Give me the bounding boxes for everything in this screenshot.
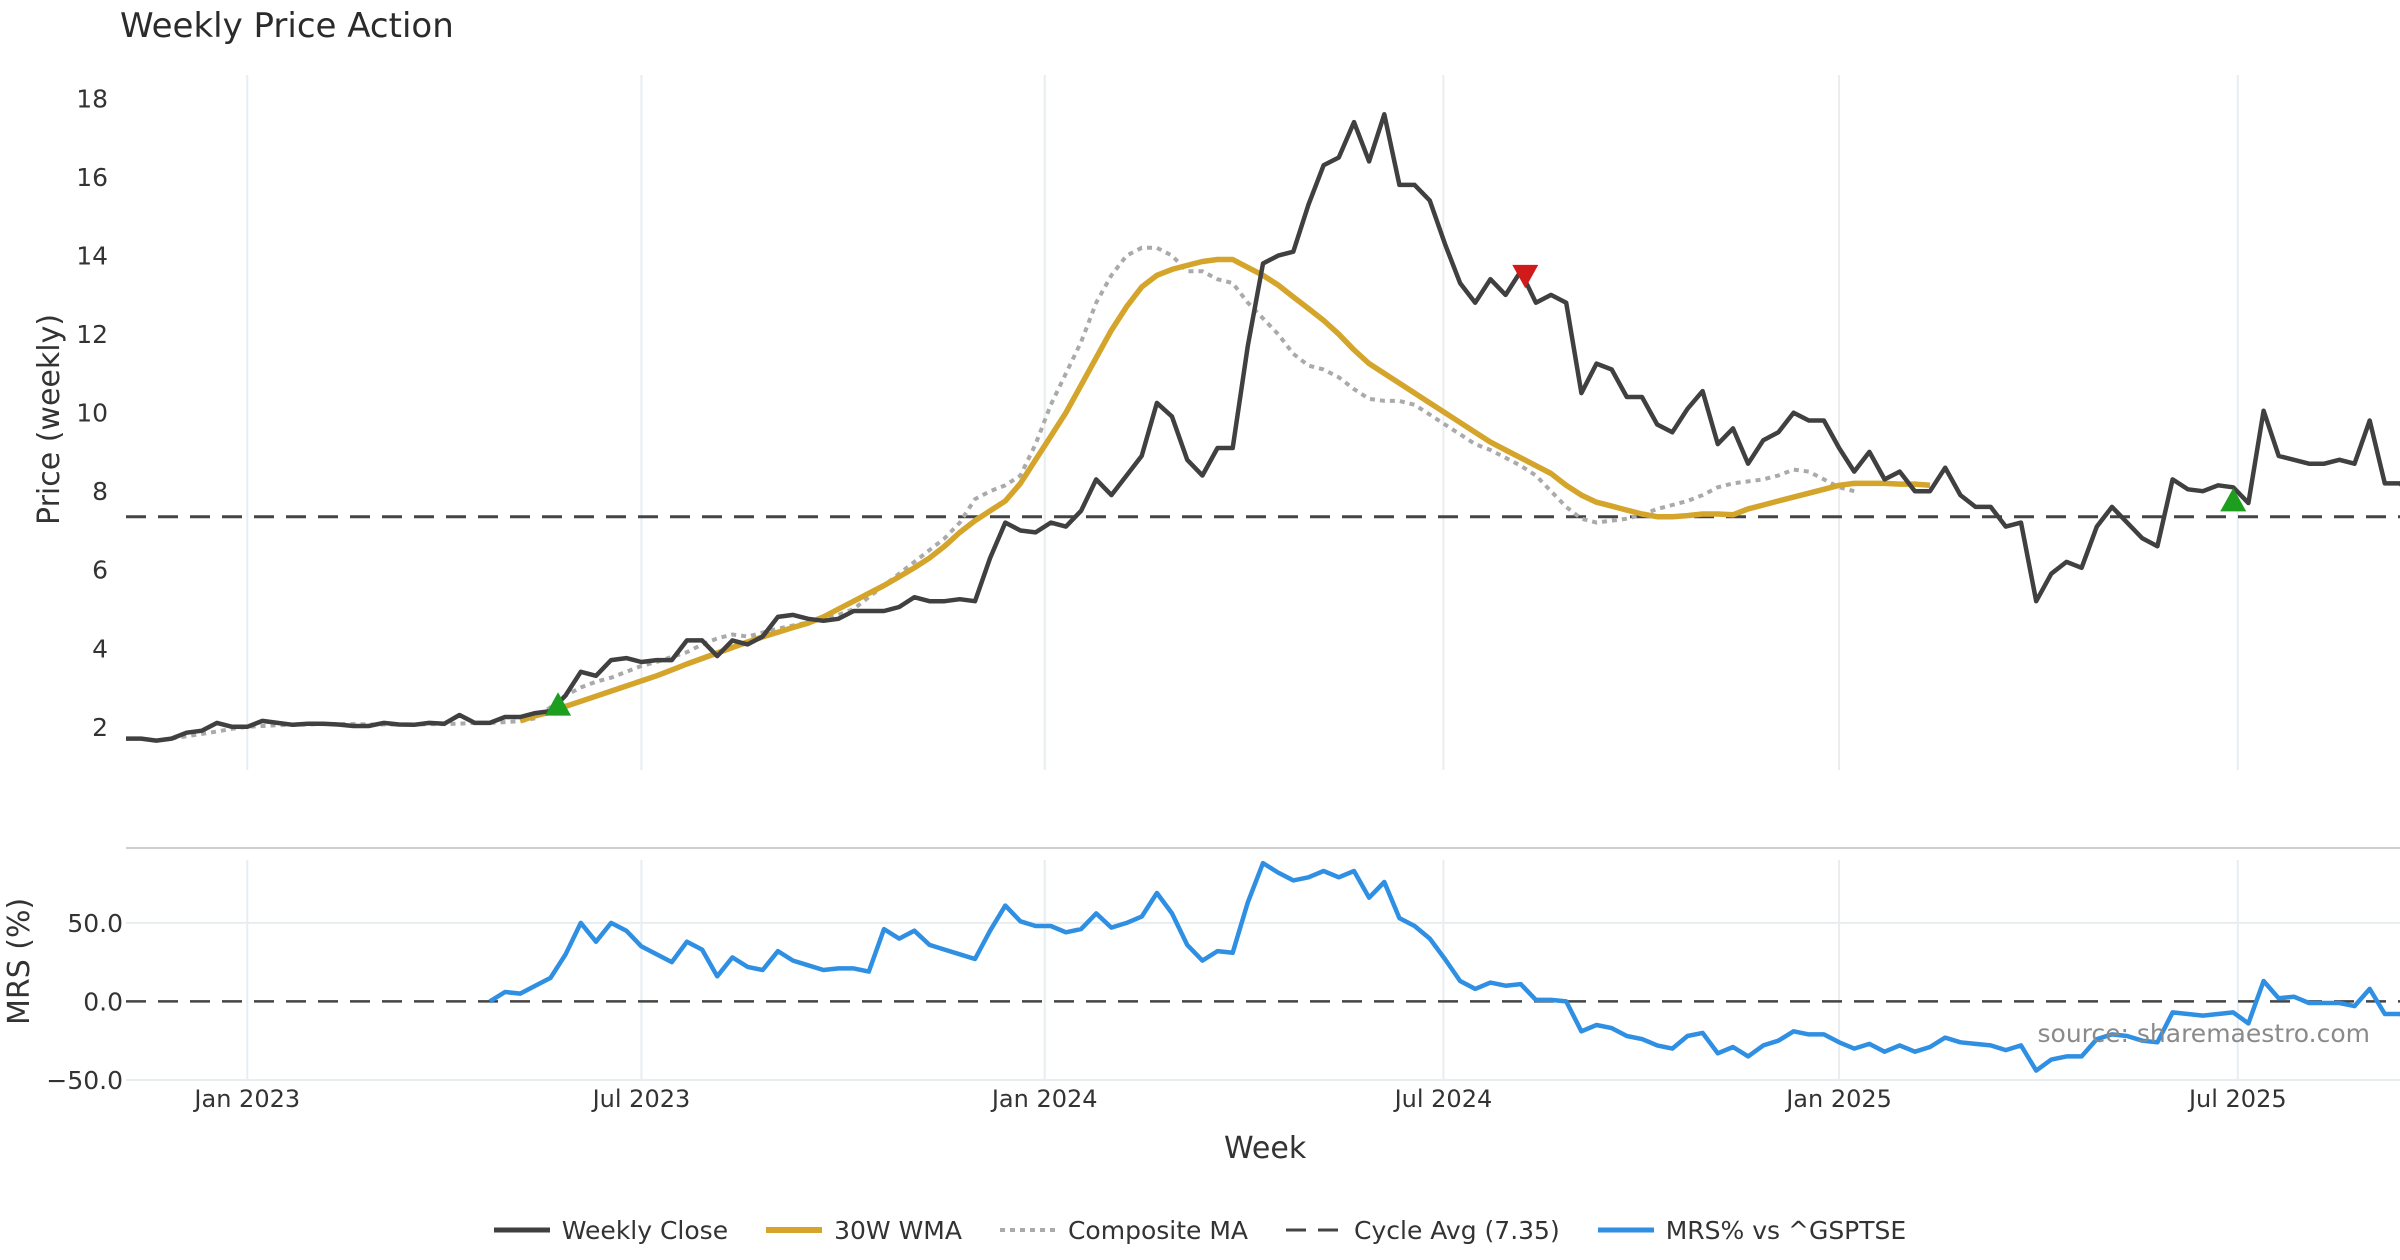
mrs-gridlines	[126, 860, 2400, 1081]
price-y-tick-label: 12	[76, 320, 108, 349]
price-gridlines	[246, 75, 2239, 770]
legend-item-mrs: MRS% vs ^GSPTSE	[1597, 1215, 1907, 1245]
legend-label-composite: Composite MA	[1067, 1215, 1249, 1245]
legend: Weekly Close 30W WMA Composite MA Cycle …	[0, 1210, 2400, 1250]
mrs-line	[488, 860, 2400, 1073]
legend-item-close: Weekly Close	[493, 1215, 729, 1245]
legend-swatch-mrs	[1597, 1227, 1654, 1233]
price-y-tick-label: 10	[76, 399, 108, 428]
chart-title: Weekly Price Action	[120, 6, 454, 46]
legend-label-wma: 30W WMA	[834, 1215, 962, 1245]
x-tick-label: Jan 2023	[192, 1085, 300, 1113]
signal-markers	[545, 264, 2247, 716]
source-credit: source: sharemaestro.com	[2037, 1019, 2371, 1048]
weekly-close-line	[126, 112, 2400, 743]
legend-item-composite: Composite MA	[999, 1215, 1249, 1245]
legend-item-wma: 30W WMA	[766, 1216, 962, 1245]
wma-30w-line	[519, 256, 1931, 724]
x-tick-label: Jul 2024	[1393, 1085, 1493, 1113]
mrs-y-ticks: 50.0 0.0 −50.0	[46, 909, 123, 1095]
price-y-tick-label: 18	[76, 85, 108, 114]
price-y-tick-label: 8	[92, 477, 108, 506]
composite-ma-line	[171, 245, 1855, 741]
price-y-tick-label: 4	[92, 634, 108, 663]
price-y-tick-label: 6	[92, 556, 108, 585]
mrs-y-tick-label: −50.0	[46, 1066, 123, 1095]
legend-label-mrs: MRS% vs ^GSPTSE	[1665, 1215, 1907, 1245]
x-tick-label: Jul 2025	[2187, 1085, 2287, 1113]
mrs-y-tick-label: 50.0	[67, 909, 123, 938]
legend-item-cycle: Cycle Avg (7.35)	[1286, 1216, 1560, 1245]
legend-swatch-wma	[766, 1227, 823, 1233]
price-y-ticks: 2 4 6 8 10 12 14 16 18	[76, 85, 108, 742]
legend-label-close: Weekly Close	[561, 1215, 729, 1245]
x-tick-label: Jul 2023	[591, 1085, 691, 1113]
sell-signal-marker	[1512, 264, 1539, 289]
x-axis-label: Week	[1224, 1131, 1307, 1166]
mrs-y-tick-label: 0.0	[83, 987, 123, 1016]
x-tick-label: Jan 2025	[1784, 1085, 1892, 1113]
price-axis-label: Price (weekly)	[32, 313, 67, 525]
price-y-tick-label: 16	[76, 163, 108, 192]
legend-label-cycle: Cycle Avg (7.35)	[1354, 1215, 1560, 1245]
mrs-axis-label: MRS (%)	[2, 897, 37, 1025]
buy-signal-marker	[2220, 488, 2247, 512]
buy-signal-marker	[545, 692, 572, 716]
legend-swatch-composite	[999, 1228, 1056, 1232]
legend-swatch-close	[493, 1227, 550, 1233]
x-ticks: Jan 2023 Jul 2023 Jan 2024 Jul 2024 Jan 2025…	[192, 1085, 2286, 1113]
price-y-tick-label: 14	[76, 242, 108, 271]
legend-swatch-cycle	[1286, 1228, 1343, 1232]
x-tick-label: Jan 2024	[990, 1085, 1098, 1113]
price-y-tick-label: 2	[92, 713, 108, 742]
